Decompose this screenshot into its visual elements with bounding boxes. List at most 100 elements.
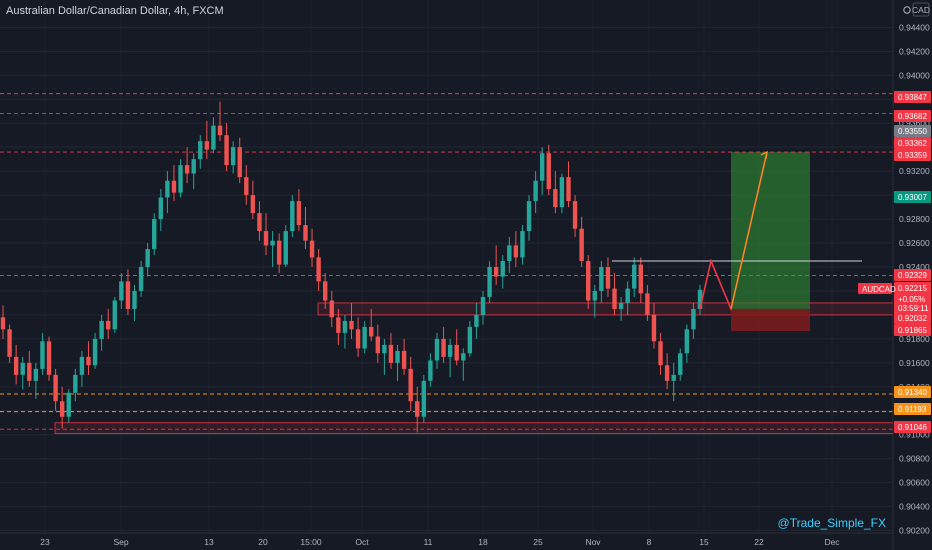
countdown: 03:59:11 [898, 304, 929, 313]
candle-body [493, 267, 499, 277]
price-tag[interactable] [894, 324, 931, 336]
price-axis[interactable]: 0.902000.904000.906000.908000.910000.912… [858, 0, 931, 550]
candle-body [664, 365, 670, 381]
candle-body [467, 326, 473, 354]
candle-body [276, 240, 282, 265]
price-tag[interactable] [894, 421, 931, 433]
candle-body [106, 320, 111, 330]
price-tag-label: 0.92032 [898, 314, 927, 323]
price-tag-label: 0.92215 [898, 284, 927, 293]
y-tick-label: 0.90400 [899, 502, 930, 512]
drawings [612, 150, 862, 312]
candle-body [92, 338, 98, 366]
candle-body [40, 341, 45, 369]
countdown-tag [894, 294, 931, 314]
y-tick-label: 0.94400 [899, 22, 930, 32]
x-tick-label: 23 [40, 537, 50, 547]
x-tick-label: 25 [533, 537, 543, 547]
candle-body [257, 213, 262, 232]
price-tag-label: 0.93362 [898, 139, 927, 148]
candle-body [388, 344, 394, 363]
zones [54, 152, 894, 434]
x-tick-label: Sep [113, 537, 128, 547]
candle-body [454, 344, 459, 361]
candle-body [138, 267, 144, 291]
candle-body [211, 125, 216, 150]
candle-body [401, 350, 407, 369]
candle-body [250, 195, 256, 214]
candle-body [507, 245, 512, 262]
chart-title: Australian Dollar/Canadian Dollar, 4h, F… [6, 5, 224, 17]
price-tag[interactable] [894, 282, 931, 294]
candle-body [434, 338, 440, 361]
candle-body [579, 228, 584, 262]
candle-body [20, 362, 25, 375]
candle-body [533, 180, 538, 202]
candle-body [27, 362, 32, 381]
symbol-tag-label: AUDCAD [862, 285, 896, 294]
candle-body [382, 344, 387, 354]
price-tag-label: 0.93550 [898, 127, 927, 136]
candle-body [441, 338, 446, 357]
currency-label: CAD [912, 5, 930, 15]
candle-body [296, 201, 302, 226]
price-tag[interactable] [894, 110, 931, 122]
candles [0, 101, 703, 433]
price-tag[interactable] [894, 91, 931, 103]
x-tick-label: 22 [754, 537, 764, 547]
price-tag-label: 0.91046 [898, 423, 927, 432]
price-tag[interactable] [894, 269, 931, 281]
price-tag[interactable] [894, 149, 931, 161]
currency-badge[interactable]: CAD [903, 2, 930, 17]
symbol-tag[interactable] [858, 283, 892, 294]
x-tick-label: 8 [647, 537, 652, 547]
candle-body [428, 360, 433, 381]
price-tag-label: 0.93359 [898, 151, 927, 160]
candle-body [612, 288, 617, 309]
candle-body [165, 180, 170, 198]
price-tag[interactable] [894, 386, 931, 398]
y-tick-label: 0.91600 [899, 358, 930, 368]
target-arrow [730, 151, 768, 310]
candle-body [158, 197, 164, 220]
arrow-head-icon [760, 150, 768, 160]
candle-body [33, 368, 39, 381]
price-tag[interactable] [894, 125, 931, 137]
candle-body [526, 201, 532, 232]
candle-body [362, 326, 367, 349]
candle-body [132, 290, 137, 309]
candle-body [487, 267, 492, 297]
candle-body [349, 320, 354, 330]
candle-body [316, 257, 321, 282]
x-tick-label: 20 [258, 537, 268, 547]
candle-body [408, 368, 413, 402]
x-tick-label: 15:00 [300, 537, 322, 547]
candle-body [539, 153, 545, 181]
candle-body [198, 141, 203, 160]
candle-body [230, 147, 236, 166]
time-axis[interactable]: 23 Sep 13 20 15:00 Oct 11 18 25 Nov 8 15 22 Dec [0, 532, 893, 547]
x-tick-label: 11 [424, 537, 433, 547]
price-tag[interactable] [894, 191, 931, 203]
candle-body [0, 317, 6, 330]
price-tag[interactable] [894, 403, 931, 415]
candle-body [13, 356, 19, 375]
y-tick-label: 0.94200 [899, 46, 930, 56]
candle-body [480, 296, 486, 315]
candle-body [217, 125, 223, 136]
watermark: @Trade_Simple_FX [778, 516, 886, 530]
price-tag[interactable] [894, 137, 931, 149]
candle-body [99, 320, 104, 339]
candle-body [658, 341, 663, 366]
price-tag[interactable] [894, 312, 931, 324]
candle-body [53, 374, 58, 402]
price-tag-label: 0.91340 [898, 388, 927, 397]
candle-body [645, 293, 650, 315]
candle-body [270, 240, 275, 246]
candle-body [322, 281, 328, 301]
candle-body [309, 240, 315, 258]
candle-body [447, 344, 453, 357]
candle-body [59, 401, 65, 417]
